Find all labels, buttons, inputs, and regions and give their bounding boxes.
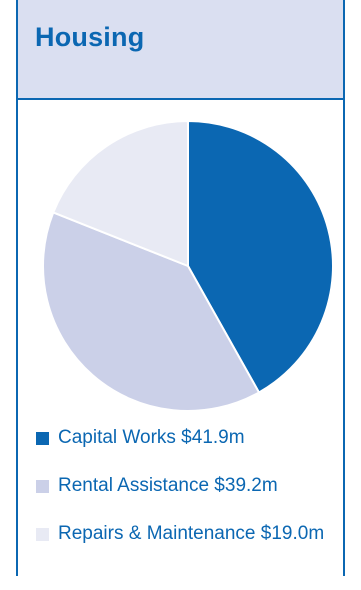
- legend-item-repairs-maintenance: Repairs & Maintenance $19.0m: [36, 523, 341, 571]
- legend-label-rental-assistance: Rental Assistance $39.2m: [58, 475, 278, 496]
- legend-item-capital-works: Capital Works $41.9m: [36, 427, 341, 475]
- legend-label-capital-works: Capital Works $41.9m: [58, 427, 245, 448]
- legend-swatch-rental-assistance: [36, 480, 49, 493]
- pie-chart-svg: [42, 120, 334, 412]
- panel-title: Housing: [35, 22, 145, 52]
- legend-swatch-repairs-maintenance: [36, 528, 49, 541]
- pie-chart: [42, 120, 334, 412]
- pie-slice-repairs-maintenance: [52, 120, 189, 267]
- legend-label-repairs-maintenance: Repairs & Maintenance $19.0m: [58, 523, 325, 544]
- legend-item-rental-assistance: Rental Assistance $39.2m: [36, 475, 341, 523]
- legend-swatch-capital-works: [36, 432, 49, 445]
- pie-slice-capital-works: [187, 120, 334, 394]
- chart-legend: Capital Works $41.9m Rental Assistance $…: [36, 427, 341, 571]
- pie-slice-rental-assistance: [42, 211, 260, 412]
- panel-header: Housing: [18, 0, 343, 100]
- housing-panel: Housing Capital Works $41.9m Rental Assi…: [16, 0, 345, 576]
